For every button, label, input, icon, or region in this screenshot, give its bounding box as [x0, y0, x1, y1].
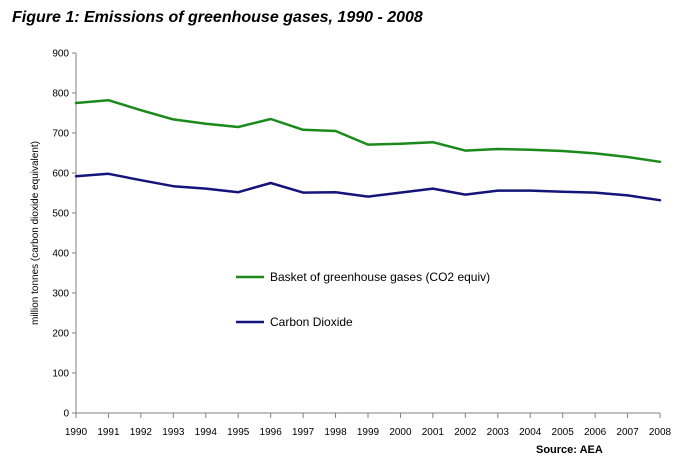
y-tick-label: 100 [52, 369, 69, 380]
x-tick-label: 2001 [422, 427, 445, 438]
chart-legend: Basket of greenhouse gases (CO2 equiv) Ca… [236, 270, 490, 329]
y-tick-label: 200 [52, 329, 69, 340]
x-tick-label: 1993 [162, 427, 185, 438]
x-tick-label: 2002 [454, 427, 477, 438]
x-tick-label: 1990 [65, 427, 88, 438]
x-tick-label: 2008 [649, 427, 672, 438]
y-tick-label: 700 [52, 129, 69, 140]
y-tick-label: 900 [52, 49, 69, 60]
x-tick-label: 2000 [389, 427, 412, 438]
source-note: Source: AEA [536, 444, 603, 456]
x-tick-label: 2004 [519, 427, 542, 438]
x-tick-label: 1999 [357, 427, 380, 438]
chart-axes: 0 100 200 300 400 500 600 700 800 900 1990 1991 1992… [52, 49, 671, 439]
y-tick-label: 300 [52, 289, 69, 300]
y-tick-label: 600 [52, 169, 69, 180]
y-tick-label: 800 [52, 89, 69, 100]
x-tick-label: 1996 [260, 427, 283, 438]
x-tick-label: 2006 [584, 427, 607, 438]
series-line-0 [74, 98, 662, 164]
legend-label: Carbon Dioxide [270, 315, 353, 329]
y-axis-label: million tonnes (carbon dioxide equivalen… [30, 141, 41, 325]
series-layer [74, 98, 662, 202]
series-line-1 [74, 172, 662, 202]
y-tick-label: 400 [52, 249, 69, 260]
legend-label: Basket of greenhouse gases (CO2 equiv) [270, 270, 490, 284]
x-tick-label: 1997 [292, 427, 315, 438]
chart-title: Figure 1: Emissions of greenhouse gases,… [12, 9, 423, 26]
y-tick-label: 0 [63, 409, 69, 420]
x-tick-label: 1998 [324, 427, 347, 438]
x-tick-label: 2007 [616, 427, 639, 438]
x-tick-label: 1992 [130, 427, 153, 438]
x-tick-label: 2003 [487, 427, 510, 438]
x-tick-label: 2005 [552, 427, 575, 438]
x-tick-label: 1995 [227, 427, 250, 438]
x-tick-label: 1991 [97, 427, 120, 438]
y-tick-label: 500 [52, 209, 69, 220]
x-tick-label: 1994 [195, 427, 218, 438]
